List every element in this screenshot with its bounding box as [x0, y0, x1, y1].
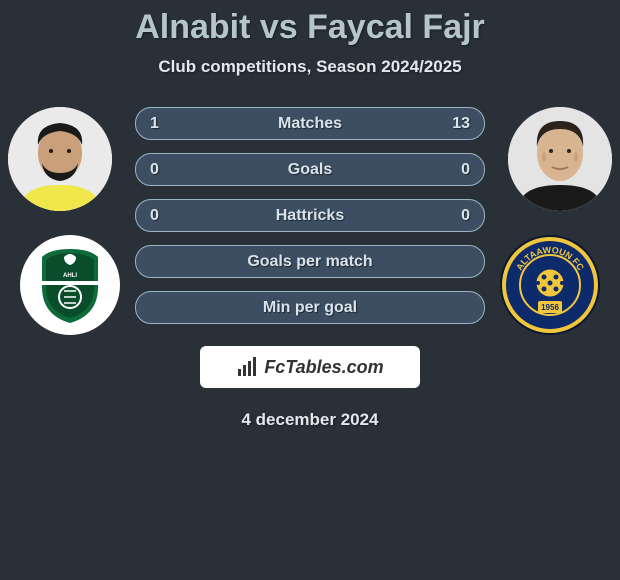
stat-right-value: 13	[440, 115, 470, 133]
chart-icon	[236, 356, 258, 378]
comparison-card: Alnabit vs Faycal Fajr Club competitions…	[0, 0, 620, 430]
stat-row-min-per-goal: Min per goal	[135, 291, 485, 324]
brand-text: FcTables.com	[264, 357, 383, 378]
stat-rows: 1 Matches 13 0 Goals 0 0 Hattricks 0 Goa…	[135, 107, 485, 324]
club-crest-left: AHLI	[28, 243, 112, 327]
player-photo-left	[8, 107, 112, 211]
page-title: Alnabit vs Faycal Fajr	[0, 8, 620, 47]
stat-left-value: 0	[150, 207, 180, 225]
player-photo-right	[508, 107, 612, 211]
ear	[542, 152, 546, 162]
stat-label: Hattricks	[180, 207, 440, 225]
ball-icon	[536, 269, 564, 297]
club-crest-right: ALTAAWOUN FC 1956	[500, 235, 600, 335]
stat-row-goals: 0 Goals 0	[135, 153, 485, 186]
stat-left-value: 1	[150, 115, 180, 133]
stat-right-value: 0	[440, 161, 470, 179]
ear	[574, 152, 578, 162]
stat-row-matches: 1 Matches 13	[135, 107, 485, 140]
stat-right-value: 0	[440, 207, 470, 225]
stat-label: Goals per match	[180, 253, 440, 271]
player-avatar-left	[8, 107, 112, 211]
club-badge-left: AHLI	[20, 235, 120, 335]
stats-area: AHLI ALTAAWOUN FC	[0, 107, 620, 430]
footer-brand: FcTables.com	[200, 346, 420, 388]
stat-left-value: 0	[150, 161, 180, 179]
stat-label: Goals	[180, 161, 440, 179]
stat-row-goals-per-match: Goals per match	[135, 245, 485, 278]
stat-label: Matches	[180, 115, 440, 133]
date-text: 4 december 2024	[0, 410, 620, 430]
club-badge-right: ALTAAWOUN FC 1956	[500, 235, 600, 335]
stat-row-hattricks: 0 Hattricks 0	[135, 199, 485, 232]
subtitle: Club competitions, Season 2024/2025	[0, 57, 620, 77]
svg-text:AHLI: AHLI	[63, 273, 77, 279]
stat-label: Min per goal	[180, 299, 440, 317]
club-year: 1956	[541, 303, 559, 312]
player-avatar-right	[508, 107, 612, 211]
